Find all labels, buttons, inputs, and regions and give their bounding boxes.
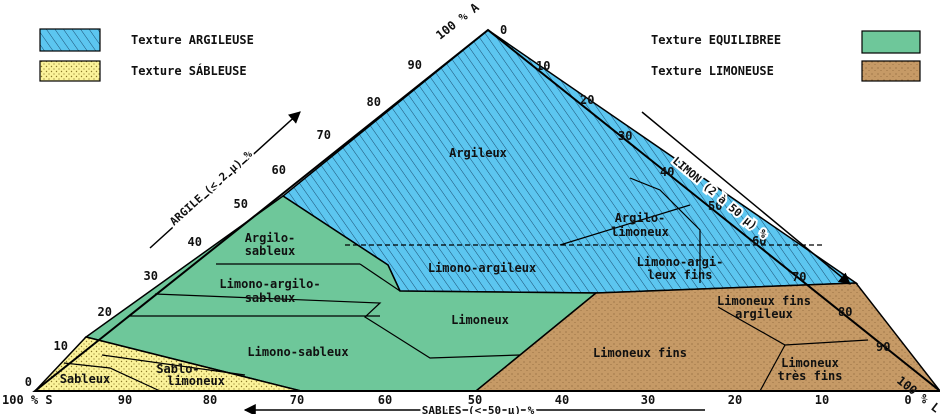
sables-axis-title: SABLES (< 50 µ) %	[422, 404, 535, 414]
sables-tick: 30	[641, 393, 655, 407]
limon-tick: 10	[536, 59, 550, 73]
sables-tick: 80	[203, 393, 217, 407]
label-limono-sableux: Limono-sableux	[247, 345, 348, 359]
label-sablo-limoneux-1: Sablo-	[156, 362, 199, 376]
label-argilo-limoneux-2: limoneux	[611, 225, 669, 239]
legend-label-argileuse: Texture ARGILEUSE	[131, 33, 254, 47]
limon-tick: 70	[792, 270, 806, 284]
legend-swatch-sableuse	[39, 60, 101, 82]
corner-label-argile: 100 % A	[433, 0, 482, 42]
label-limono-argileux-fins-2: leux fins	[647, 268, 712, 282]
legend: Texture ARGILEUSE Texture SÁBLEUSE Textu…	[39, 28, 921, 82]
label-argileux: Argileux	[449, 146, 507, 160]
limon-tick: 40	[660, 165, 674, 179]
argile-tick: 50	[234, 197, 248, 211]
legend-swatch-argileuse	[39, 28, 101, 52]
legend-label-sableuse: Texture SÁBLEUSE	[131, 63, 247, 78]
label-argilo-sableux-1: Argilo-	[245, 231, 296, 245]
argile-tick: 90	[408, 58, 422, 72]
region-limoneuse	[473, 282, 940, 392]
limon-tick: 80	[838, 305, 852, 319]
sables-axis-title-group: SABLES (< 50 µ) %	[243, 402, 705, 414]
label-sableux: Sableux	[60, 372, 111, 386]
sables-tick: 50	[468, 393, 482, 407]
sables-tick: 10	[815, 393, 829, 407]
limon-tick: 0	[500, 23, 507, 37]
sables-axis-ticks: 90 80 70 60 50 40 30 20 10 0	[118, 393, 912, 407]
sables-tick: 20	[728, 393, 742, 407]
triangle-outline	[32, 28, 940, 392]
limon-axis-ticks: 0 10 20 30 40 50 60 70 80 90	[500, 23, 890, 354]
legend-swatch-limoneuse	[861, 60, 921, 82]
label-limoneux-tres-fins-1: Limoneux	[781, 356, 839, 370]
region-boundaries	[63, 177, 869, 392]
limon-tick: 90	[876, 340, 890, 354]
argile-tick: 0	[25, 375, 32, 389]
argile-tick: 10	[54, 339, 68, 353]
label-limono-argilo-sableux-2: sableux	[245, 291, 296, 305]
argile-axis-title: ARGILE (< 2 µ) %	[167, 147, 255, 228]
label-limoneux-fins-argileux-1: Limoneux fins	[717, 294, 811, 308]
label-limono-argileux-fins-1: Limono-argi-	[637, 255, 724, 269]
label-argilo-sableux-2: sableux	[245, 244, 296, 258]
legend-label-equilibree: Texture EQUILIBREE	[651, 33, 781, 47]
label-limono-argileux: Limono-argileux	[428, 261, 536, 275]
label-limoneux-fins: Limoneux fins	[593, 346, 687, 360]
sables-tick: 0	[904, 393, 911, 407]
label-limoneux-fins-argileux-2: argileux	[735, 307, 793, 321]
sables-tick: 60	[378, 393, 392, 407]
limon-tick: 50	[708, 199, 722, 213]
legend-label-limoneuse: Texture LIMONEUSE	[651, 64, 774, 78]
label-argilo-limoneux-1: Argilo-	[615, 211, 666, 225]
argile-tick: 80	[367, 95, 381, 109]
label-sablo-limoneux-2: limoneux	[167, 374, 225, 388]
argile-tick: 70	[317, 128, 331, 142]
sables-tick: 90	[118, 393, 132, 407]
label-limono-argilo-sableux-1: Limono-argilo-	[219, 277, 320, 291]
argile-tick: 40	[188, 235, 202, 249]
corner-label-sables: 100 % S	[2, 393, 53, 407]
label-limoneux-tres-fins-2: très fins	[777, 369, 842, 383]
argile-axis-ticks: 90 80 70 60 50 40 30 20 10 0	[25, 58, 422, 389]
sables-tick: 40	[555, 393, 569, 407]
regions	[33, 29, 940, 392]
sables-tick: 70	[290, 393, 304, 407]
region-labels: Argileux Argilo- limoneux Argilo- sableu…	[60, 146, 843, 388]
argile-tick: 30	[144, 269, 158, 283]
limon-tick: 20	[580, 93, 594, 107]
label-limoneux: Limoneux	[451, 313, 509, 327]
legend-swatch-equilibree	[861, 30, 921, 54]
limon-tick: 30	[618, 129, 632, 143]
argile-tick: 60	[272, 163, 286, 177]
argile-tick: 20	[98, 305, 112, 319]
limon-tick: 60	[752, 234, 766, 248]
